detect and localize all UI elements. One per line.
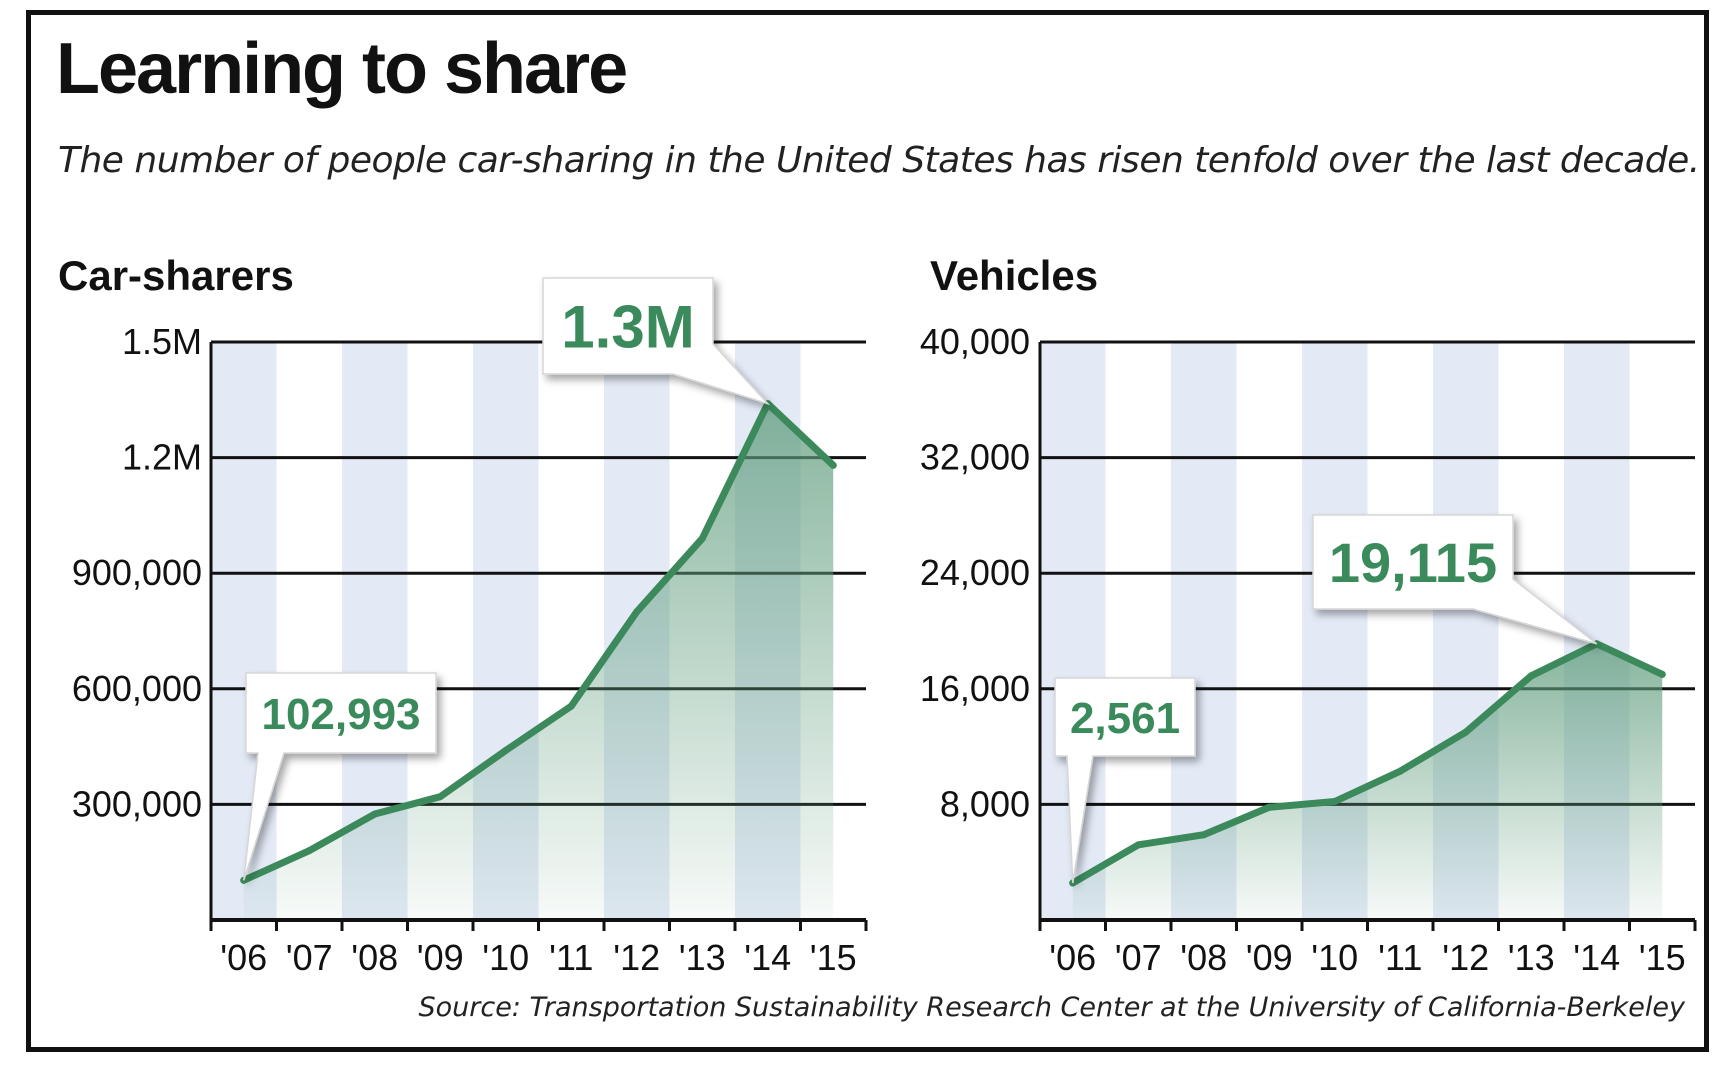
vehicles-data-point-09 — [1265, 803, 1273, 811]
vehicles-data-point-12 — [1462, 728, 1470, 736]
callout-label: 19,115 — [1329, 531, 1497, 594]
vehicles-x-tick-label: '06 — [1049, 937, 1096, 978]
vehicles-data-point-13 — [1527, 672, 1535, 680]
car-sharers-x-tick-label: '10 — [482, 937, 529, 978]
car-sharers-x-tick-label: '14 — [744, 937, 791, 978]
vehicles-x-tick-label: '07 — [1115, 937, 1162, 978]
car-sharers-band — [211, 342, 277, 920]
vehicles-y-tick-label: 16,000 — [920, 668, 1030, 709]
page-title: Learning to share — [56, 29, 628, 109]
car-sharers-data-point-12 — [633, 608, 641, 616]
vehicles-data-point-10 — [1331, 798, 1339, 806]
car-sharers-y-tick-label: 1.2M — [122, 437, 202, 478]
car-sharers-chart-title: Car-sharers — [58, 252, 294, 299]
car-sharers-x-tick-label: '11 — [549, 937, 593, 978]
car-sharers-data-point-13 — [698, 535, 706, 543]
vehicles-x-tick-label: '12 — [1442, 937, 1489, 978]
callout-label: 102,993 — [261, 690, 420, 739]
car-sharers-x-tick-label: '09 — [417, 937, 464, 978]
callout-label: 2,561 — [1070, 694, 1180, 743]
callout-box — [1312, 514, 1598, 645]
callout-box — [1054, 677, 1196, 884]
vehicles-chart-title: Vehicles — [930, 252, 1098, 299]
vehicles-x-tick-label: '13 — [1508, 937, 1555, 978]
car-sharers-data-point-08 — [371, 810, 379, 818]
car-sharers-x-tick-label: '08 — [351, 937, 398, 978]
vehicles-x-tick-label: '09 — [1246, 937, 1293, 978]
vehicles-x-tick-label: '15 — [1639, 937, 1686, 978]
vehicles-area — [1072, 643, 1663, 920]
vehicles-y-tick-label: 8,000 — [940, 783, 1030, 824]
vehicles-callout-start: 2,561 — [1054, 677, 1196, 884]
car-sharers-data-point-11 — [567, 702, 575, 710]
vehicles-series-line — [1069, 640, 1666, 887]
page-subtitle: The number of people car-sharing in the … — [58, 140, 1700, 181]
vehicles-x-tick-label: '11 — [1378, 937, 1422, 978]
callout-box — [243, 672, 437, 881]
vehicles-data-point-11 — [1396, 767, 1404, 775]
car-sharers-callout-peak: 1.3M — [542, 277, 771, 406]
car-sharers-data-point-09 — [436, 793, 444, 801]
vehicles-y-tick-label: 24,000 — [920, 552, 1030, 593]
vehicles-data-point-15 — [1658, 670, 1666, 678]
vehicles-callout-peak: 19,115 — [1312, 514, 1598, 645]
car-sharers-area — [243, 403, 834, 920]
vehicles-x-tick-label: '10 — [1311, 937, 1358, 978]
car-sharers-x-tick-label: '12 — [613, 937, 660, 978]
car-sharers-series-line — [240, 400, 837, 884]
callout-label: 1.3M — [561, 294, 694, 361]
car-sharers-x-tick-label: '07 — [286, 937, 333, 978]
car-sharers-x-tick-label: '13 — [679, 937, 726, 978]
car-sharers-x-tick-label: '15 — [810, 937, 857, 978]
vehicles-x-tick-label: '14 — [1573, 937, 1620, 978]
car-sharers-callout-start: 102,993 — [243, 672, 437, 881]
car-sharers-data-point-10 — [502, 746, 510, 754]
vehicles-data-point-07 — [1134, 841, 1142, 849]
vehicles-data-point-08 — [1200, 831, 1208, 839]
car-sharers-data-point-07 — [305, 847, 313, 855]
car-sharers-data-point-15 — [829, 461, 837, 469]
car-sharers-y-tick-label: 600,000 — [72, 668, 202, 709]
vehicles-x-tick-label: '08 — [1180, 937, 1227, 978]
car-sharers-y-tick-label: 300,000 — [72, 783, 202, 824]
vehicles-y-tick-label: 40,000 — [920, 321, 1030, 362]
callout-box — [542, 277, 771, 406]
car-sharers-y-tick-label: 900,000 — [72, 552, 202, 593]
car-sharers-y-tick-label: 1.5M — [122, 321, 202, 362]
car-sharers-x-tick-label: '06 — [220, 937, 267, 978]
vehicles-y-tick-label: 32,000 — [920, 437, 1030, 478]
source-note: Source: Transportation Sustainability Re… — [418, 992, 1685, 1023]
